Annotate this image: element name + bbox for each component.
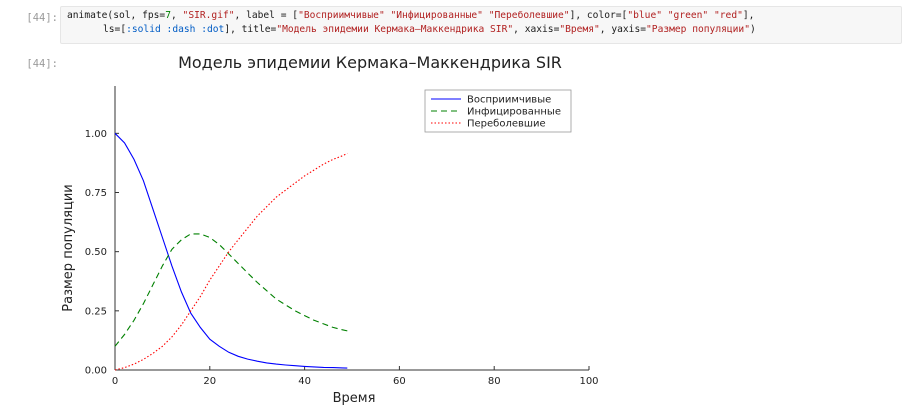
x-tick-label: 80 <box>488 376 501 387</box>
x-axis-label: Время <box>333 391 376 406</box>
legend-label: Переболевшие <box>467 119 546 130</box>
x-tick-label: 20 <box>203 376 216 387</box>
x-tick-label: 40 <box>298 376 311 387</box>
x-tick-label: 60 <box>393 376 406 387</box>
legend-box <box>424 89 572 133</box>
y-tick-label: 0.25 <box>85 306 107 317</box>
y-tick-label: 1.00 <box>85 129 107 140</box>
legend-label: Восприимчивые <box>467 95 551 106</box>
series-line-1 <box>114 132 348 369</box>
legend-label: Инфицированные <box>467 107 561 118</box>
chart-title: Модель эпидемии Кермака–Маккендрика SIR <box>178 53 562 72</box>
series-line-3 <box>114 152 348 371</box>
y-tick-label: 0.00 <box>85 366 107 377</box>
y-axis-label: Размер популяции <box>61 184 76 311</box>
plot-output: Модель эпидемии Кермака–Маккендрика SIR … <box>60 48 620 408</box>
output-prompt: [44]: <box>26 58 58 70</box>
x-tick-label: 100 <box>579 376 598 387</box>
sir-chart: Модель эпидемии Кермака–Маккендрика SIR … <box>61 53 599 406</box>
series-line-2 <box>114 233 348 347</box>
code-line-1: animate(sol, fps=7, "SIR.gif", label = [… <box>67 10 755 21</box>
y-tick-label: 0.75 <box>85 188 107 199</box>
code-editor[interactable]: animate(sol, fps=7, "SIR.gif", label = [… <box>60 6 902 44</box>
input-prompt: [44]: <box>26 12 58 24</box>
y-tick-label: 0.50 <box>85 247 107 258</box>
x-tick-label: 0 <box>112 376 118 387</box>
code-line-2: ls=[:solid :dash :dot], title="Модель эп… <box>103 24 756 35</box>
